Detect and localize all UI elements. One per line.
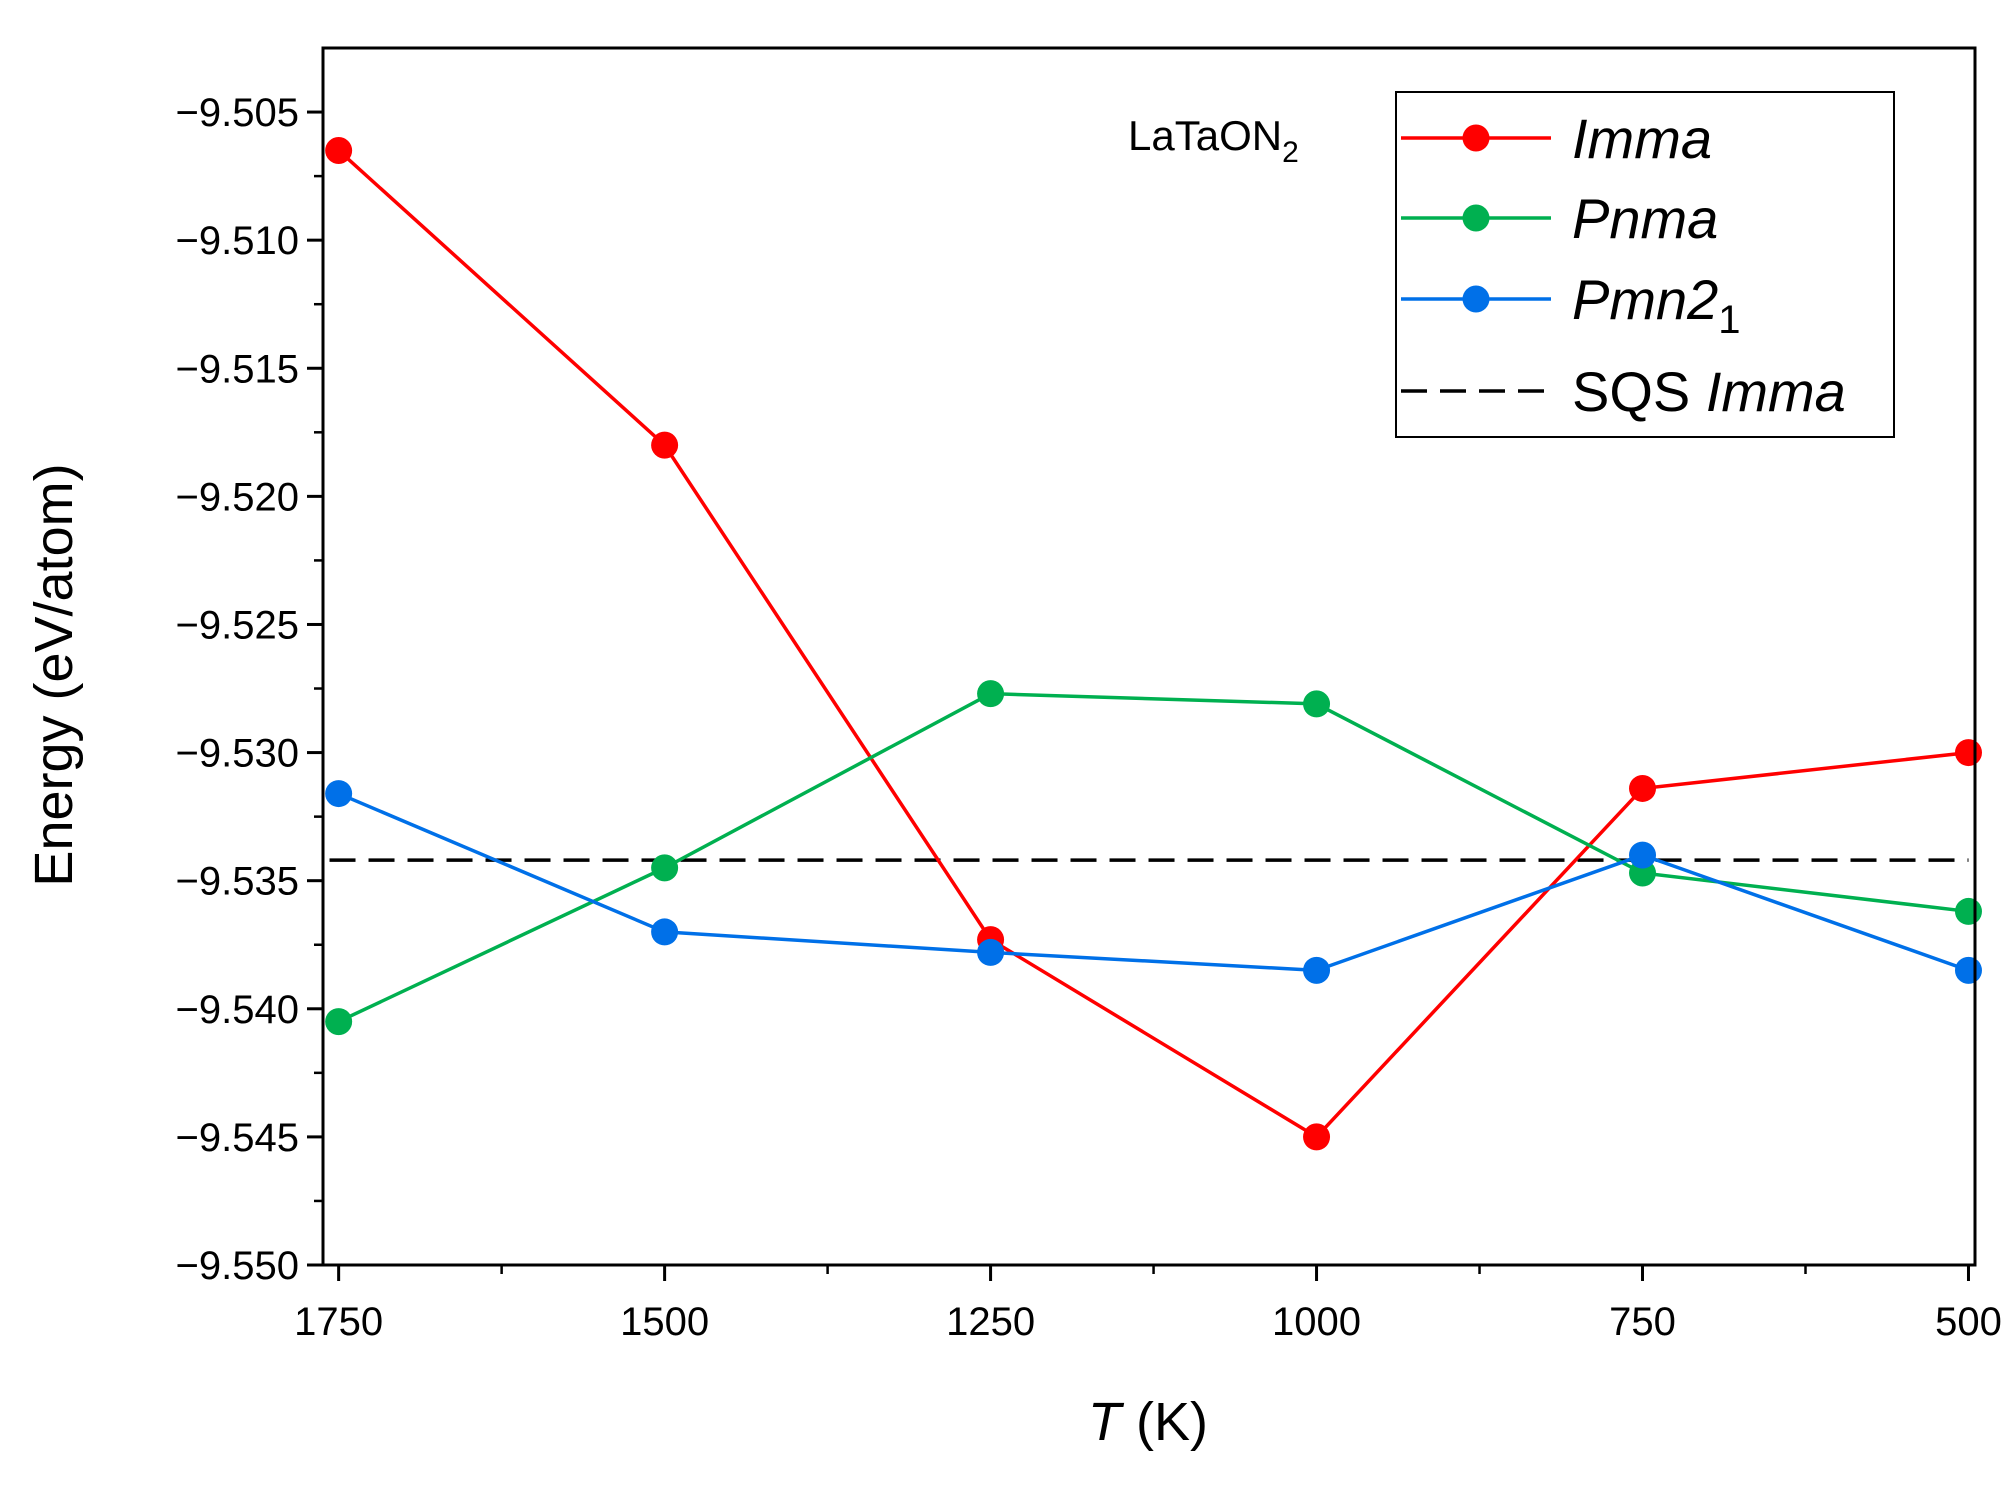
y-tick-label: −9.525 [176, 603, 299, 647]
y-tick-label: −9.515 [176, 347, 299, 391]
data-point-pmn21 [1629, 841, 1657, 869]
data-point-imma [1954, 739, 1982, 767]
legend-marker-pmn21 [1462, 285, 1490, 313]
x-tick-label: 1500 [620, 1300, 709, 1344]
data-point-pnma [325, 1008, 353, 1036]
x-tick-label: 750 [1609, 1300, 1676, 1344]
data-point-pnma [977, 680, 1005, 708]
legend-label-part: Imma [1572, 107, 1712, 170]
x-tick-label: 1750 [294, 1300, 383, 1344]
legend-label: Imma [1572, 107, 1712, 170]
legend-label-part: Pmn2 [1572, 268, 1718, 331]
legend-marker-imma [1462, 124, 1490, 152]
y-axis-title: Energy (eV/atom) [24, 463, 84, 886]
y-tick-label: −9.535 [176, 860, 299, 904]
frame-layer [321, 46, 1977, 1267]
compound-annotation-sub: 2 [1282, 136, 1299, 169]
data-point-pnma [651, 854, 679, 882]
legend-label-part: Pnma [1572, 187, 1718, 250]
legend-label-part: SQS [1572, 360, 1706, 423]
data-point-imma [325, 136, 353, 164]
y-tick-label: −9.550 [176, 1244, 299, 1288]
x-tick-label: 1000 [1272, 1300, 1361, 1344]
x-tick-label: 500 [1935, 1300, 2002, 1344]
legend-label: Pmn21 [1572, 268, 1741, 342]
compound-annotation-main: LaTaON [1128, 112, 1282, 159]
series-line-pnma [337, 691, 1969, 1024]
data-point-pmn21 [325, 780, 353, 808]
data-point-pmn21 [1303, 956, 1331, 984]
data-point-pmn21 [977, 938, 1005, 966]
x-axis-title-unit: (K) [1121, 1392, 1208, 1452]
y-tick-label: −9.540 [176, 988, 299, 1032]
data-point-pnma [1303, 690, 1331, 718]
data-point-imma [1629, 774, 1657, 802]
series-line-imma [337, 149, 1969, 1139]
legend-label: Pnma [1572, 187, 1718, 250]
legend-label: SQS Imma [1572, 360, 1846, 423]
compound-annotation: LaTaON2 [1128, 112, 1299, 169]
y-tick-label: −9.520 [176, 475, 299, 519]
y-tick-label: −9.530 [176, 732, 299, 776]
legend-marker-pnma [1462, 204, 1490, 232]
data-point-pmn21 [1954, 956, 1982, 984]
series-line-pmn21 [337, 791, 1970, 973]
data-point-pnma [1954, 897, 1982, 925]
data-point-pmn21 [651, 918, 679, 946]
legend: Imma Pnma Pmn21 SQS Imma [1395, 91, 1895, 438]
data-point-imma [651, 431, 679, 459]
data-point-imma [1303, 1123, 1331, 1151]
y-tick-label: −9.545 [176, 1116, 299, 1160]
legend-label-part: Imma [1706, 360, 1846, 423]
plot-frame [321, 46, 1977, 1267]
x-axis-title: T (K) [1088, 1392, 1208, 1452]
y-tick-label: −9.510 [176, 219, 299, 263]
y-tick-label: −9.505 [176, 91, 299, 135]
legend-label-part: 1 [1718, 298, 1740, 342]
x-tick-label: 1250 [946, 1300, 1035, 1344]
axis-ticks: 1750 1500 1250 1000 750 500 −9.505 −9.510 −9.515… [176, 91, 2002, 1344]
x-axis-title-var: T [1088, 1392, 1125, 1452]
